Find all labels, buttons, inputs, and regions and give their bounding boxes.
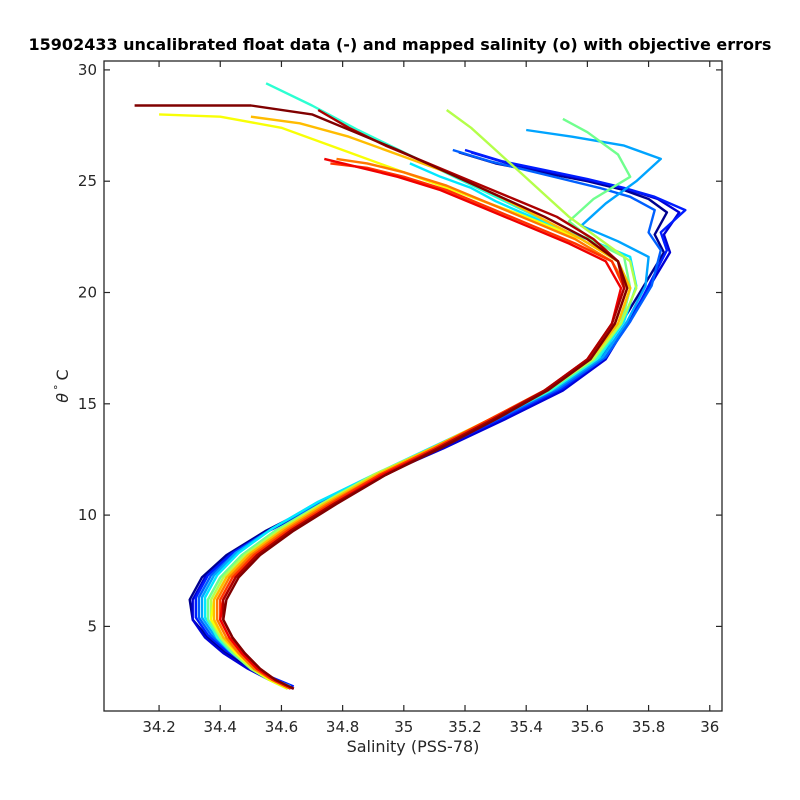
axes-box — [103, 60, 723, 712]
profile-line-3 — [194, 148, 687, 688]
y-axis-label-unit: C — [53, 369, 72, 380]
x-axis: 34.2 34.4 34.6 34.8 35 35.2 35.4 35.6 35.8 36 — [142, 61, 719, 736]
x-tick-label: 34.8 — [326, 718, 359, 736]
chart-title: 15902433 uncalibrated float data (-) and… — [29, 35, 772, 54]
x-tick-label: 35.4 — [509, 718, 542, 736]
profile-line-11 — [212, 115, 632, 690]
x-axis-label: Salinity (PSS-78) — [347, 737, 480, 756]
x-tick-label: 34.4 — [204, 718, 237, 736]
y-tick-label: 25 — [78, 172, 97, 190]
series-layer — [134, 82, 687, 690]
y-tick-label: 20 — [78, 284, 97, 302]
x-tick-label: 35.2 — [448, 718, 481, 736]
profile-line-2 — [191, 151, 681, 690]
y-tick-label: 15 — [78, 395, 97, 413]
y-tick-label: 30 — [78, 61, 97, 79]
profile-line-9 — [209, 109, 638, 690]
x-tick-label: 34.6 — [265, 718, 298, 736]
y-tick-label: 5 — [87, 617, 97, 635]
y-axis: 5 10 15 20 25 30 — [78, 61, 722, 635]
profile-line-16 — [134, 104, 629, 690]
profile-line-15 — [222, 108, 626, 690]
y-axis-label-symbol: θ — [53, 393, 72, 403]
x-tick-label: 35.6 — [571, 718, 604, 736]
x-tick-label: 34.2 — [142, 718, 175, 736]
profile-line-5 — [200, 128, 662, 688]
y-axis-label-degree: ° — [52, 384, 65, 390]
profile-line-10 — [159, 113, 632, 690]
y-axis-label: θ ° C — [52, 369, 72, 402]
x-tick-label: 35.8 — [632, 718, 665, 736]
profile-line-8 — [206, 117, 632, 690]
x-tick-label: 36 — [700, 718, 719, 736]
x-tick-label: 35 — [394, 718, 413, 736]
y-tick-label: 10 — [78, 506, 97, 524]
